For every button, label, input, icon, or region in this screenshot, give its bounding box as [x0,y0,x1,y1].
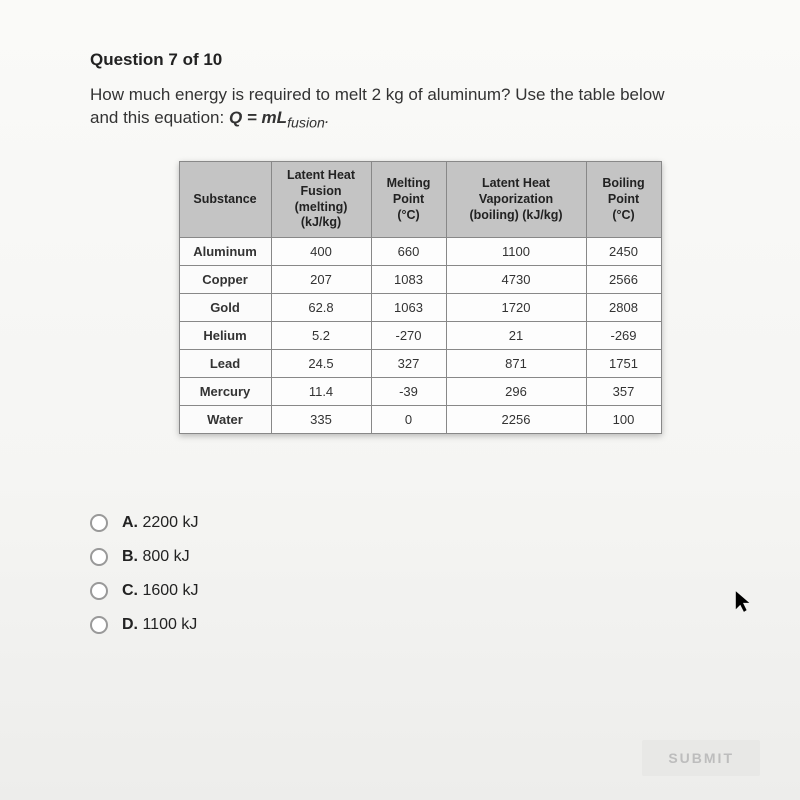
submit-button[interactable]: SUBMIT [642,740,760,776]
answer-label: B. 800 kJ [122,548,190,566]
equation-main: Q = mL [229,108,287,127]
equation-suffix: . [325,108,330,127]
table-cell: 2450 [586,237,661,265]
table-cell: -270 [371,321,446,349]
table-row: Copper207108347302566 [179,265,661,293]
table-cell: 871 [446,349,586,377]
table-body: Aluminum40066011002450Copper207108347302… [179,237,661,433]
table-cell: Lead [179,349,271,377]
table-header-cell: Substance [179,162,271,238]
table-cell: 24.5 [271,349,371,377]
table-cell: 62.8 [271,293,371,321]
answer-letter: A. [122,514,142,531]
equation-sub: fusion [287,115,325,131]
radio-icon[interactable] [90,616,108,634]
table-header-cell: MeltingPoint(°C) [371,162,446,238]
question-counter: Question 7 of 10 [90,50,750,70]
question-panel: Question 7 of 10 How much energy is requ… [0,0,800,800]
question-prompt: How much energy is required to melt 2 kg… [90,84,750,133]
table-cell: 400 [271,237,371,265]
table-cell: -39 [371,377,446,405]
table-cell: 2256 [446,405,586,433]
table-cell: Copper [179,265,271,293]
table-row: Lead24.53278711751 [179,349,661,377]
table-cell: Gold [179,293,271,321]
answer-list: A. 2200 kJB. 800 kJC. 1600 kJD. 1100 kJ [90,514,750,634]
table-header-cell: Latent HeatFusion(melting)(kJ/kg) [271,162,371,238]
table-cell: 357 [586,377,661,405]
table-cell: 335 [271,405,371,433]
table-cell: 5.2 [271,321,371,349]
radio-icon[interactable] [90,582,108,600]
answer-label: C. 1600 kJ [122,582,199,600]
table-row: Mercury11.4-39296357 [179,377,661,405]
table-cell: 1100 [446,237,586,265]
table-cell: 4730 [446,265,586,293]
table-cell: -269 [586,321,661,349]
radio-icon[interactable] [90,514,108,532]
prompt-line-1: How much energy is required to melt 2 kg… [90,85,665,104]
prompt-line-2-prefix: and this equation: [90,108,229,127]
table-row: Gold62.8106317202808 [179,293,661,321]
table-cell: 660 [371,237,446,265]
latent-heat-table: SubstanceLatent HeatFusion(melting)(kJ/k… [179,161,662,434]
table-cell: 21 [446,321,586,349]
answer-letter: B. [122,548,142,565]
table-row: Water33502256100 [179,405,661,433]
answer-option-d[interactable]: D. 1100 kJ [90,616,750,634]
table-row: Helium5.2-27021-269 [179,321,661,349]
table-row: Aluminum40066011002450 [179,237,661,265]
table-cell: 296 [446,377,586,405]
answer-label: D. 1100 kJ [122,616,197,634]
table-cell: 207 [271,265,371,293]
radio-icon[interactable] [90,548,108,566]
data-table-container: SubstanceLatent HeatFusion(melting)(kJ/k… [90,161,750,434]
table-cell: Helium [179,321,271,349]
answer-label: A. 2200 kJ [122,514,199,532]
table-cell: 1063 [371,293,446,321]
table-cell: 11.4 [271,377,371,405]
table-cell: 327 [371,349,446,377]
table-cell: Mercury [179,377,271,405]
table-cell: 1751 [586,349,661,377]
table-header-cell: Latent HeatVaporization(boiling) (kJ/kg) [446,162,586,238]
table-cell: Aluminum [179,237,271,265]
table-header-row: SubstanceLatent HeatFusion(melting)(kJ/k… [179,162,661,238]
table-cell: 1720 [446,293,586,321]
answer-text: 2200 kJ [142,514,198,531]
answer-text: 1600 kJ [142,582,198,599]
table-cell: Water [179,405,271,433]
table-cell: 2808 [586,293,661,321]
table-cell: 100 [586,405,661,433]
answer-option-a[interactable]: A. 2200 kJ [90,514,750,532]
answer-option-c[interactable]: C. 1600 kJ [90,582,750,600]
table-cell: 1083 [371,265,446,293]
answer-letter: C. [122,582,142,599]
equation: Q = mLfusion. [229,108,330,127]
answer-text: 1100 kJ [142,616,197,633]
table-cell: 2566 [586,265,661,293]
answer-letter: D. [122,616,142,633]
table-cell: 0 [371,405,446,433]
answer-text: 800 kJ [142,548,189,565]
answer-option-b[interactable]: B. 800 kJ [90,548,750,566]
table-header-cell: BoilingPoint(°C) [586,162,661,238]
